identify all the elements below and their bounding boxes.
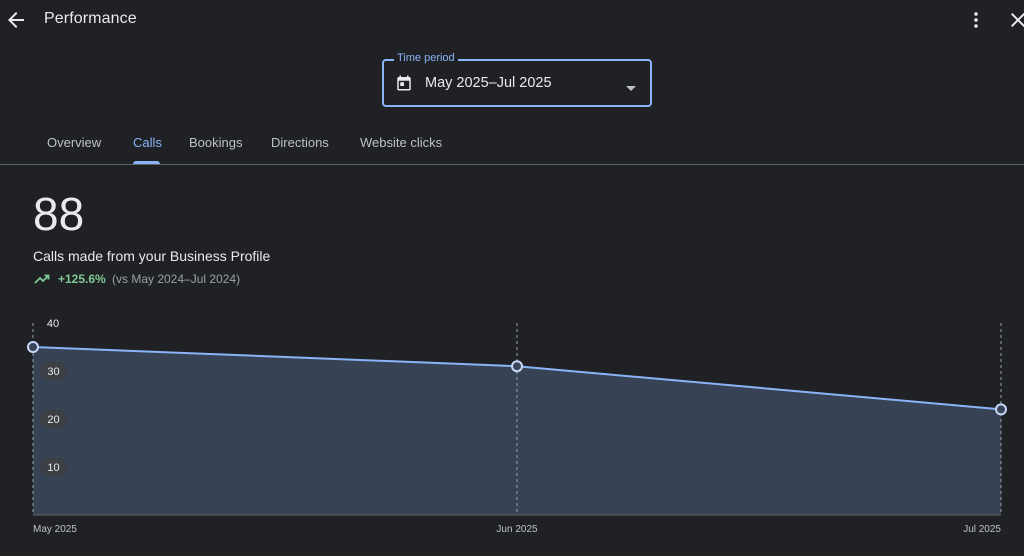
arrow-back-icon[interactable] (4, 8, 28, 32)
page-title: Performance (44, 10, 137, 27)
trending-up-icon (34, 272, 50, 284)
calendar-icon (395, 74, 413, 92)
chart-data-point (511, 360, 523, 373)
more-vert-icon[interactable] (964, 8, 988, 32)
chart-data-point (27, 341, 39, 353)
close-icon[interactable] (1006, 8, 1024, 32)
tab-calls[interactable]: Calls (133, 135, 162, 150)
chart-data-point (995, 403, 1007, 416)
y-tick-label: 20 (47, 414, 59, 426)
y-tick-badge (40, 458, 67, 476)
trend-comparison-period: (vs May 2024–Jul 2024) (112, 272, 241, 286)
y-tick-label: 10 (47, 462, 59, 474)
time-period-label: Time period (394, 52, 458, 64)
calls-area-chart: 10 20 30 40 May 2025 Jun 2025 Jul 2025 (27, 318, 1007, 535)
tab-directions[interactable]: Directions (271, 135, 329, 150)
y-tick-label: 40 (47, 318, 59, 330)
calls-total: 88 (33, 188, 85, 240)
x-tick-label: Jul 2025 (963, 524, 1001, 535)
y-tick-badge (40, 362, 67, 380)
calls-chart: 10 20 30 40 May 2025 Jun 2025 Jul 2025 (0, 310, 1024, 556)
x-tick-label: May 2025 (33, 524, 77, 535)
tab-bookings[interactable]: Bookings (189, 135, 243, 150)
active-tab-indicator (133, 161, 160, 164)
trend-percentage: +125.6% (58, 272, 106, 286)
top-bar: Performance (0, 0, 1024, 40)
dropdown-arrow-icon (626, 79, 636, 91)
y-tick-badge (40, 410, 67, 428)
time-period-select[interactable]: Time period May 2025–Jul 2025 (382, 52, 652, 107)
time-period-value: May 2025–Jul 2025 (425, 75, 552, 91)
tab-website-clicks[interactable]: Website clicks (360, 135, 443, 150)
tab-bar: Overview Calls Bookings Directions Websi… (0, 124, 1024, 165)
y-tick-label: 30 (47, 366, 59, 378)
tab-overview[interactable]: Overview (47, 135, 102, 150)
x-tick-label: Jun 2025 (496, 524, 538, 535)
calls-description: Calls made from your Business Profile (33, 248, 271, 264)
